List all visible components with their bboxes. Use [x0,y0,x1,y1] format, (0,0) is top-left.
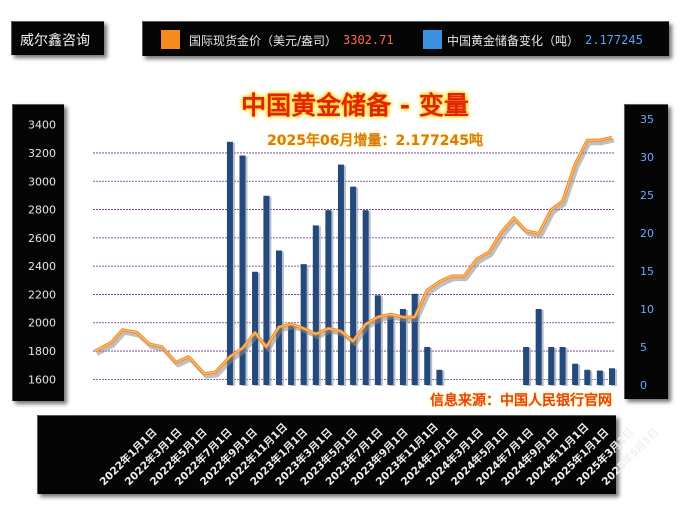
legend-swatch-gold-price [161,30,180,49]
legend-label-reserve-change: 中国黄金储备变化（吨） [447,34,580,48]
left-tick-label: 2600 [28,232,56,245]
reserve-bar [226,141,233,385]
left-tick-label: 3400 [28,119,56,132]
right-tick-label: 25 [640,189,654,202]
reserve-bar [399,309,406,385]
legend-value-gold-price: 3302.71 [343,33,394,47]
legend-label-gold-price: 国际现货金价（美元/盎司） [189,34,338,48]
reserve-bar [596,370,603,385]
reserve-bar [288,324,295,385]
legend-swatch-reserve-change [423,30,442,49]
reserve-bar [424,347,431,385]
chart-title: 中国黄金储备 - 变量 [241,91,469,120]
right-tick-label: 15 [640,265,654,278]
reserve-bar [387,316,394,385]
brand-name: 威尔鑫咨询 [20,33,90,49]
reserve-bar [300,264,307,385]
reserve-bar [374,295,381,385]
legend-value-reserve-change: 2.177245 [585,33,643,47]
gold-price-line-highlight [94,136,613,375]
bar-series [226,141,617,386]
right-axis-ticks: 0 5 10 15 20 25 30 35 [640,113,654,392]
right-tick-label: 10 [640,303,654,316]
reserve-bar [436,369,443,385]
reserve-bar [350,186,357,385]
left-tick-label: 2200 [28,288,56,301]
right-tick-label: 35 [640,113,654,126]
left-axis-ticks: 1600 1800 2000 2200 2400 2600 2800 3000 3200 3400 [28,119,56,387]
x-axis-ticks: 2022年1月1日2022年3月1日2022年5月1日2022年7月1日2022… [97,420,661,488]
reserve-bar [548,347,555,385]
chart-subtitle: 2025年06月增量：2.177245吨 [267,133,483,149]
right-axis-panel [624,104,668,399]
reserve-bar [252,271,259,385]
left-tick-label: 2400 [28,260,56,273]
reserve-bar [275,250,282,385]
reserve-bar [609,368,615,385]
reserve-bar [362,210,369,385]
left-tick-label: 3200 [28,147,56,160]
gold-price-line-shadow [96,138,615,379]
reserve-bar [325,210,332,385]
reserve-bar [572,363,579,385]
left-tick-label: 2000 [28,317,56,330]
right-tick-label: 5 [640,341,647,354]
right-tick-label: 30 [640,151,654,164]
left-tick-label: 1800 [28,345,56,358]
reserve-bar [559,347,566,385]
reserve-bar [584,369,591,385]
x-axis-panel [37,415,616,494]
reserve-bar [411,293,418,385]
reserve-bar [263,195,270,385]
reserve-bar [312,225,319,385]
right-tick-label: 20 [640,227,654,240]
reserve-bar [523,347,530,385]
left-tick-label: 1600 [28,373,56,386]
source-annotation: 信息来源：中国人民银行官网 [430,393,612,409]
right-tick-label: 0 [640,379,647,392]
left-tick-label: 2800 [28,204,56,217]
left-tick-label: 3000 [28,175,56,188]
reserve-bar [239,155,246,385]
reserve-bar [535,309,542,385]
left-axis-panel [12,104,64,401]
reserve-bar [337,164,344,385]
line-series [94,135,615,379]
brand-box: 威尔鑫咨询 [11,21,104,55]
legend: 国际现货金价（美元/盎司） 3302.71 中国黄金储备变化（吨） 2.1772… [142,21,669,56]
